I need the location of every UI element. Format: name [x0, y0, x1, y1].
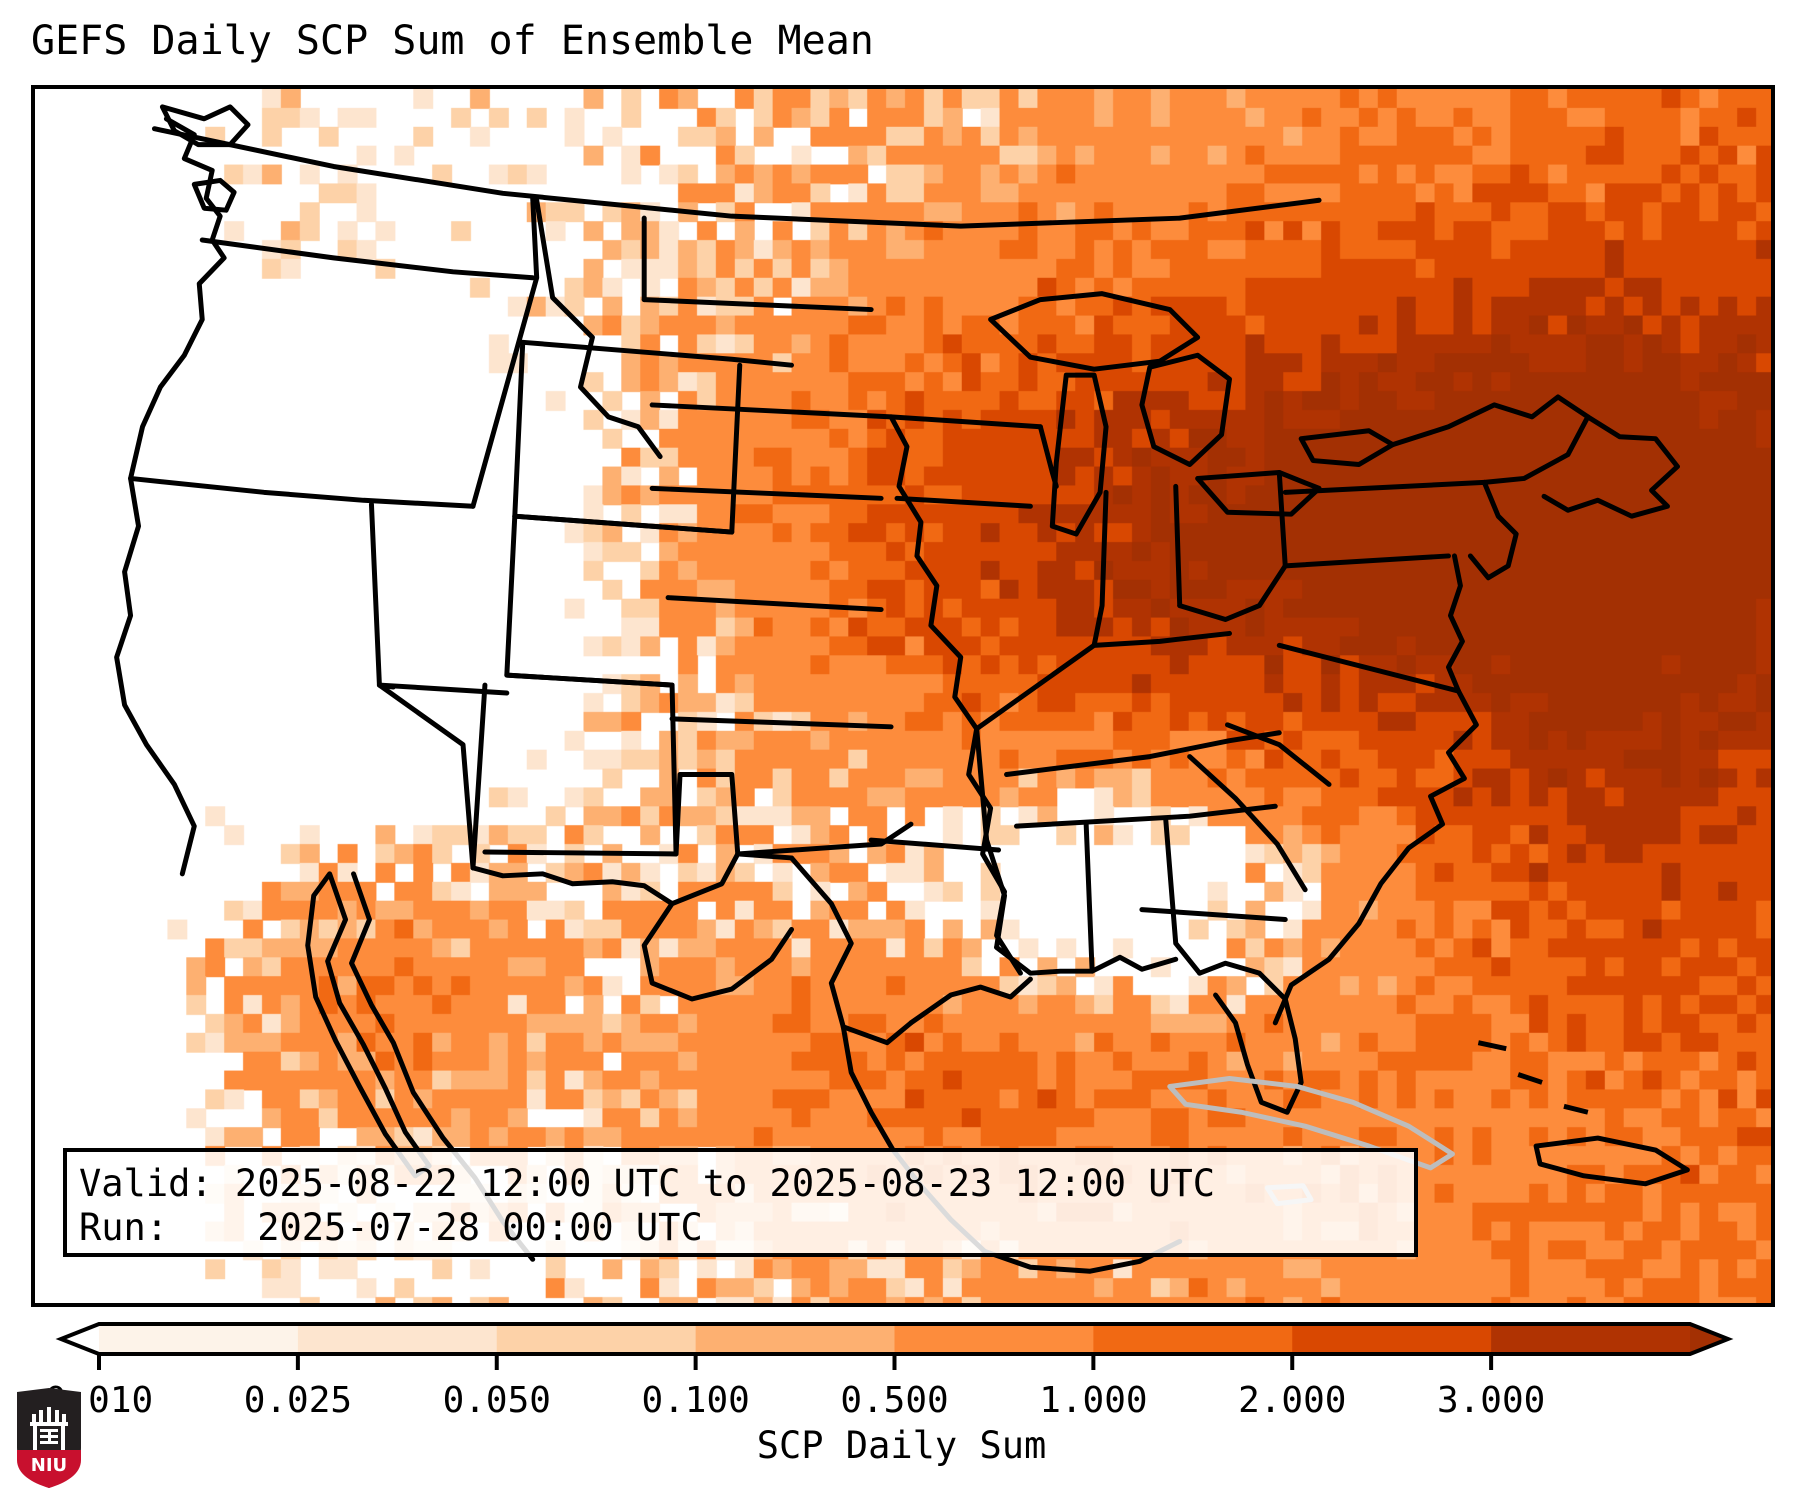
niu-logo: NIU [17, 1388, 81, 1488]
shield-red-band [17, 1450, 81, 1488]
scp-heatmap-raster [35, 89, 1771, 1303]
colorbar-band [297, 1324, 498, 1354]
colorbar-tick-label: 2.000 [1238, 1380, 1347, 1421]
valid-run-annotation-box: Valid: 2025-08-22 12:00 UTC to 2025-08-2… [63, 1148, 1418, 1257]
colorbar-tick-label: 0.500 [840, 1380, 949, 1421]
colorbar-band [1292, 1324, 1492, 1354]
niu-logo-text: NIU [31, 1455, 67, 1476]
colorbar-over-arrow [1690, 1324, 1728, 1354]
page-title: GEFS Daily SCP Sum of Ensemble Mean [31, 18, 874, 64]
colorbar-band [1491, 1324, 1691, 1354]
colorbar-under-arrow [61, 1324, 99, 1354]
annotation-run-line: Run: 2025-07-28 00:00 UTC [79, 1205, 703, 1249]
colorbar-tick-label: 3.000 [1436, 1380, 1546, 1421]
colorbar-band [99, 1324, 299, 1354]
colorbar-tick-label: 0.100 [641, 1380, 750, 1421]
annotation-valid-line: Valid: 2025-08-22 12:00 UTC to 2025-08-2… [79, 1162, 1216, 1205]
colorbar [0, 1316, 1803, 1376]
colorbar-band [1093, 1324, 1293, 1354]
colorbar-band [695, 1324, 896, 1354]
colorbar-band [894, 1324, 1094, 1354]
colorbar-band [496, 1324, 697, 1354]
colorbar-axis-label: SCP Daily Sum [756, 1424, 1047, 1467]
colorbar-tick-label: 1.000 [1039, 1380, 1148, 1421]
colorbar-svg [55, 1322, 1734, 1370]
colorbar-tick-label: 0.025 [243, 1380, 353, 1421]
castle-icon [30, 1407, 68, 1450]
colorbar-tick-label: 0.050 [442, 1380, 551, 1421]
colorbar-outline [55, 1322, 1734, 1356]
map-frame [31, 85, 1775, 1307]
